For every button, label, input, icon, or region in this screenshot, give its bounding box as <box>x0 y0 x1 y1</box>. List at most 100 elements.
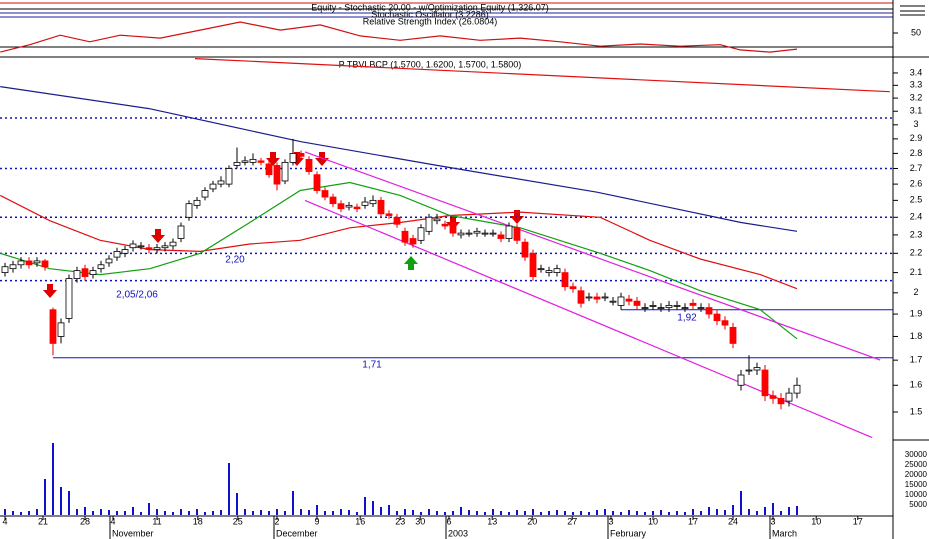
candle-body <box>401 230 409 243</box>
candle-body <box>193 199 201 206</box>
x-tick-label: 30 <box>415 516 425 526</box>
candle-body <box>473 230 481 234</box>
candle-body <box>465 232 473 235</box>
candle-body <box>753 367 761 371</box>
volume-bar <box>156 509 158 515</box>
candle-body <box>65 278 73 319</box>
x-tick-label: 25 <box>233 516 243 526</box>
volume-bar <box>500 511 502 515</box>
volume-bar <box>364 497 366 515</box>
indicator-title: Relative Strength Index (26.0804) <box>363 16 498 26</box>
x-tick-label: 27 <box>567 516 577 526</box>
candle-body <box>41 260 49 268</box>
volume-bar <box>252 511 254 515</box>
candle-body <box>313 174 321 191</box>
volume-bar <box>124 511 126 515</box>
volume-bar <box>452 511 454 515</box>
candle-body <box>273 165 281 185</box>
y-tick-label: 2.3 <box>910 229 923 239</box>
x-tick-label: 17 <box>688 516 698 526</box>
y-tick-label: 3.3 <box>910 80 923 90</box>
annotation: 1,71 <box>362 360 382 371</box>
volume-bar <box>148 503 150 515</box>
x-tick-label: 10 <box>648 516 658 526</box>
candle-body <box>585 296 593 299</box>
candle-body <box>361 201 369 206</box>
volume-bar <box>356 512 358 515</box>
volume-bar <box>396 511 398 515</box>
volume-bar <box>620 512 622 515</box>
candle-body <box>49 309 57 344</box>
y-tick-label: 30000 <box>905 450 928 459</box>
candle-body <box>177 225 185 239</box>
candle-body <box>409 238 417 245</box>
overlay-line <box>304 151 881 361</box>
volume-bar <box>748 509 750 515</box>
candle-body <box>265 163 273 176</box>
volume-bar <box>484 512 486 515</box>
candle-body <box>457 232 465 236</box>
x-tick-label: 6 <box>446 516 451 526</box>
candle-body <box>209 183 217 190</box>
y-tick-label: 15000 <box>905 480 928 489</box>
volume-bar <box>508 512 510 515</box>
candle-body <box>697 307 705 309</box>
candle-body <box>537 268 545 271</box>
price-title: P TBVLBCP (1.5700, 1.6200, 1.5700, 1.580… <box>339 59 522 69</box>
volume-bar <box>340 509 342 515</box>
candle-body <box>681 307 689 309</box>
volume-bar <box>84 507 86 515</box>
volume-bar <box>644 512 646 515</box>
volume-bar <box>588 512 590 515</box>
indicator-title: Stochastic Oscillator (3.2286) <box>371 9 489 19</box>
volume-bar <box>708 507 710 515</box>
candle-body <box>393 216 401 225</box>
overlay-line <box>0 194 798 290</box>
candle-body <box>433 218 441 222</box>
candle-body <box>185 203 193 218</box>
volume-bar <box>444 512 446 515</box>
volume-bar <box>92 511 94 515</box>
volume-bar <box>732 505 734 515</box>
volume-bar <box>44 479 46 515</box>
candle-body <box>545 270 553 273</box>
x-tick-label: 3 <box>608 516 613 526</box>
volume-bar <box>532 509 534 515</box>
candle-body <box>121 249 129 254</box>
buy-signal <box>404 256 418 270</box>
candle-body <box>649 305 657 307</box>
y-tick-label: 2.9 <box>910 133 923 143</box>
candle-body <box>593 296 601 300</box>
volume-bar <box>404 509 406 515</box>
volume-bar <box>140 512 142 515</box>
volume-bar <box>628 510 630 515</box>
volume-bar <box>660 510 662 515</box>
candle-body <box>345 204 353 208</box>
candle-body <box>25 260 33 266</box>
candle-body <box>113 251 121 258</box>
y-tick-label: 2.2 <box>910 248 923 258</box>
candle-body <box>249 158 257 163</box>
volume-bar <box>420 512 422 515</box>
volume-bar <box>236 493 238 515</box>
sell-signal <box>266 152 280 166</box>
candle-body <box>633 300 641 306</box>
candle-body <box>73 270 81 279</box>
candle-body <box>81 268 89 277</box>
volume-bar <box>388 505 390 515</box>
candle-body <box>481 232 489 235</box>
volume-bar <box>52 443 54 515</box>
candle-body <box>777 398 785 405</box>
y-tick-label: 20000 <box>905 470 928 479</box>
volume-bar <box>684 512 686 515</box>
candle-body <box>441 223 449 227</box>
candle-body <box>33 260 41 264</box>
volume-bar <box>196 509 198 515</box>
sell-signal <box>43 284 57 298</box>
volume-bar <box>652 511 654 515</box>
volume-bar <box>756 511 758 515</box>
candle-body <box>105 258 113 264</box>
volume-bar <box>796 506 798 515</box>
y-tick-label: 1.7 <box>910 355 923 365</box>
